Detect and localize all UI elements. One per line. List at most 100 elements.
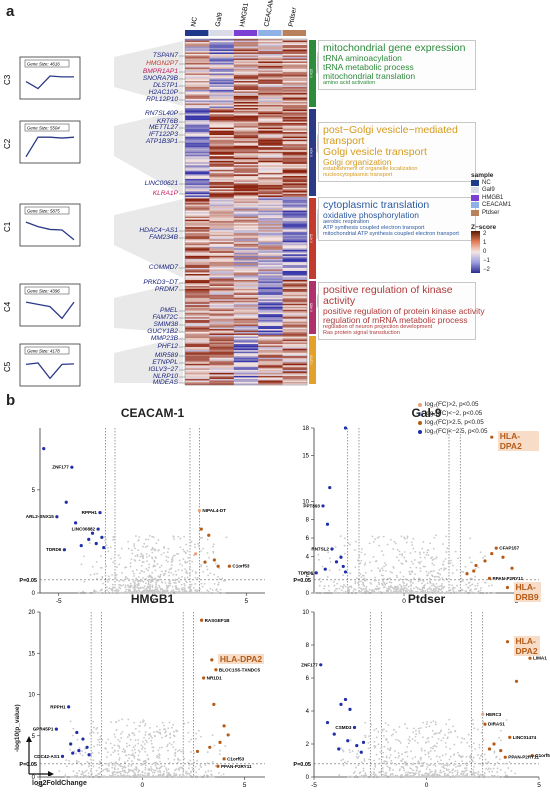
gene-point — [144, 582, 147, 585]
heatmap-cell — [258, 67, 283, 70]
heatmap-cell — [209, 145, 234, 148]
gene-point — [357, 584, 360, 587]
heatmap-cell — [282, 198, 308, 201]
gene-label: ATP1B3P1 — [145, 138, 178, 145]
heatmap-cell — [209, 168, 234, 171]
gene-point — [120, 732, 122, 735]
heatmap-cell — [209, 317, 234, 319]
gene-point — [93, 589, 96, 592]
heatmap-cell — [282, 147, 308, 149]
gene-point — [139, 591, 142, 594]
gene-point — [94, 774, 97, 777]
gene-point — [362, 581, 364, 584]
cluster-bar-label: n:434 — [310, 148, 314, 157]
heatmap-cell — [209, 189, 234, 192]
gene-point — [98, 744, 101, 747]
zscore-colorbar — [471, 230, 480, 273]
gene-point — [442, 586, 445, 589]
gene-point — [118, 563, 121, 566]
gene-point — [416, 767, 419, 769]
gene-point — [109, 546, 112, 549]
heatmap-cell — [282, 245, 308, 247]
gene-point — [394, 750, 396, 752]
gene-point — [326, 576, 329, 578]
heatmap-cell — [258, 305, 283, 307]
heatmap-cell — [185, 200, 210, 202]
gene-point — [164, 775, 167, 778]
gene-point — [404, 559, 407, 562]
heatmap-cell — [185, 206, 210, 208]
gene-point — [187, 761, 190, 764]
heatmap-cell — [282, 192, 308, 195]
upregulated-point — [202, 676, 206, 680]
gene-point — [148, 566, 150, 569]
sample-legend-label: HMGB1 — [482, 194, 504, 201]
heatmap-cell — [209, 157, 234, 160]
downregulated-points — [314, 426, 348, 575]
heatmap-cell — [258, 145, 283, 148]
heatmap-cell — [209, 272, 234, 275]
gene-point — [185, 770, 188, 773]
heatmap-cell — [209, 377, 234, 380]
heatmap-cell — [209, 111, 234, 113]
cluster-trend-line — [25, 362, 75, 380]
heatmap-cell — [282, 342, 308, 345]
gene-point — [159, 588, 162, 591]
heatmap-cell — [185, 264, 210, 267]
heatmap-cell — [209, 114, 234, 116]
gene-point — [363, 577, 366, 580]
heatmap-cell — [258, 157, 283, 160]
gene-point — [152, 750, 155, 752]
gene-point — [356, 559, 359, 562]
gene-point — [382, 584, 384, 587]
heatmap-cell — [233, 186, 259, 189]
gene-point — [395, 556, 398, 559]
gene-point — [406, 746, 409, 748]
heatmap-cell — [258, 354, 283, 357]
gene-point — [383, 565, 385, 568]
gene-point — [341, 749, 344, 751]
heatmap-cell — [282, 51, 308, 53]
heatmap-cell — [282, 261, 308, 264]
gene-point — [398, 775, 401, 778]
heatmap-cell — [185, 117, 210, 119]
gene-point — [431, 575, 434, 578]
heatmap-cell — [282, 61, 308, 64]
heatmap-cell — [209, 94, 234, 97]
heatmap-cell — [233, 354, 259, 357]
heatmap-cell — [185, 374, 210, 377]
heatmap-cell — [258, 276, 283, 279]
gene-point — [472, 771, 475, 773]
gene-point — [496, 771, 499, 773]
heatmap-cell — [209, 58, 234, 61]
gene-point — [445, 551, 448, 553]
heatmap-cell — [185, 186, 210, 189]
gene-point — [392, 590, 395, 593]
gene-point — [457, 775, 460, 777]
heatmap-cell — [282, 76, 308, 79]
gene-point — [426, 765, 429, 768]
gene-point — [134, 585, 137, 587]
gene-point — [196, 577, 199, 579]
gene-point — [426, 574, 429, 577]
heatmap-cell — [185, 151, 210, 154]
gene-point — [507, 767, 510, 769]
gene-point — [114, 573, 117, 576]
gene-point — [354, 580, 357, 583]
gene-point — [438, 579, 440, 581]
gene-point — [412, 731, 415, 734]
gene-point — [167, 772, 170, 774]
axis-arrows — [26, 736, 54, 776]
gene-point — [149, 585, 151, 588]
gene-point — [361, 574, 364, 577]
heatmap-cell — [209, 344, 234, 346]
gene-point — [402, 575, 405, 578]
gene-point — [454, 587, 456, 589]
gene-point — [380, 761, 383, 764]
heatmap-cell — [258, 165, 283, 168]
heatmap-cell — [282, 318, 308, 321]
heatmap-cell — [282, 135, 308, 137]
heatmap-cell — [185, 323, 210, 325]
gene-point — [163, 724, 165, 727]
heatmap-panel: NC Gal9 HMGB1 CEACAM1 Ptdser n:415 n:434 n:475 n… — [0, 0, 550, 390]
